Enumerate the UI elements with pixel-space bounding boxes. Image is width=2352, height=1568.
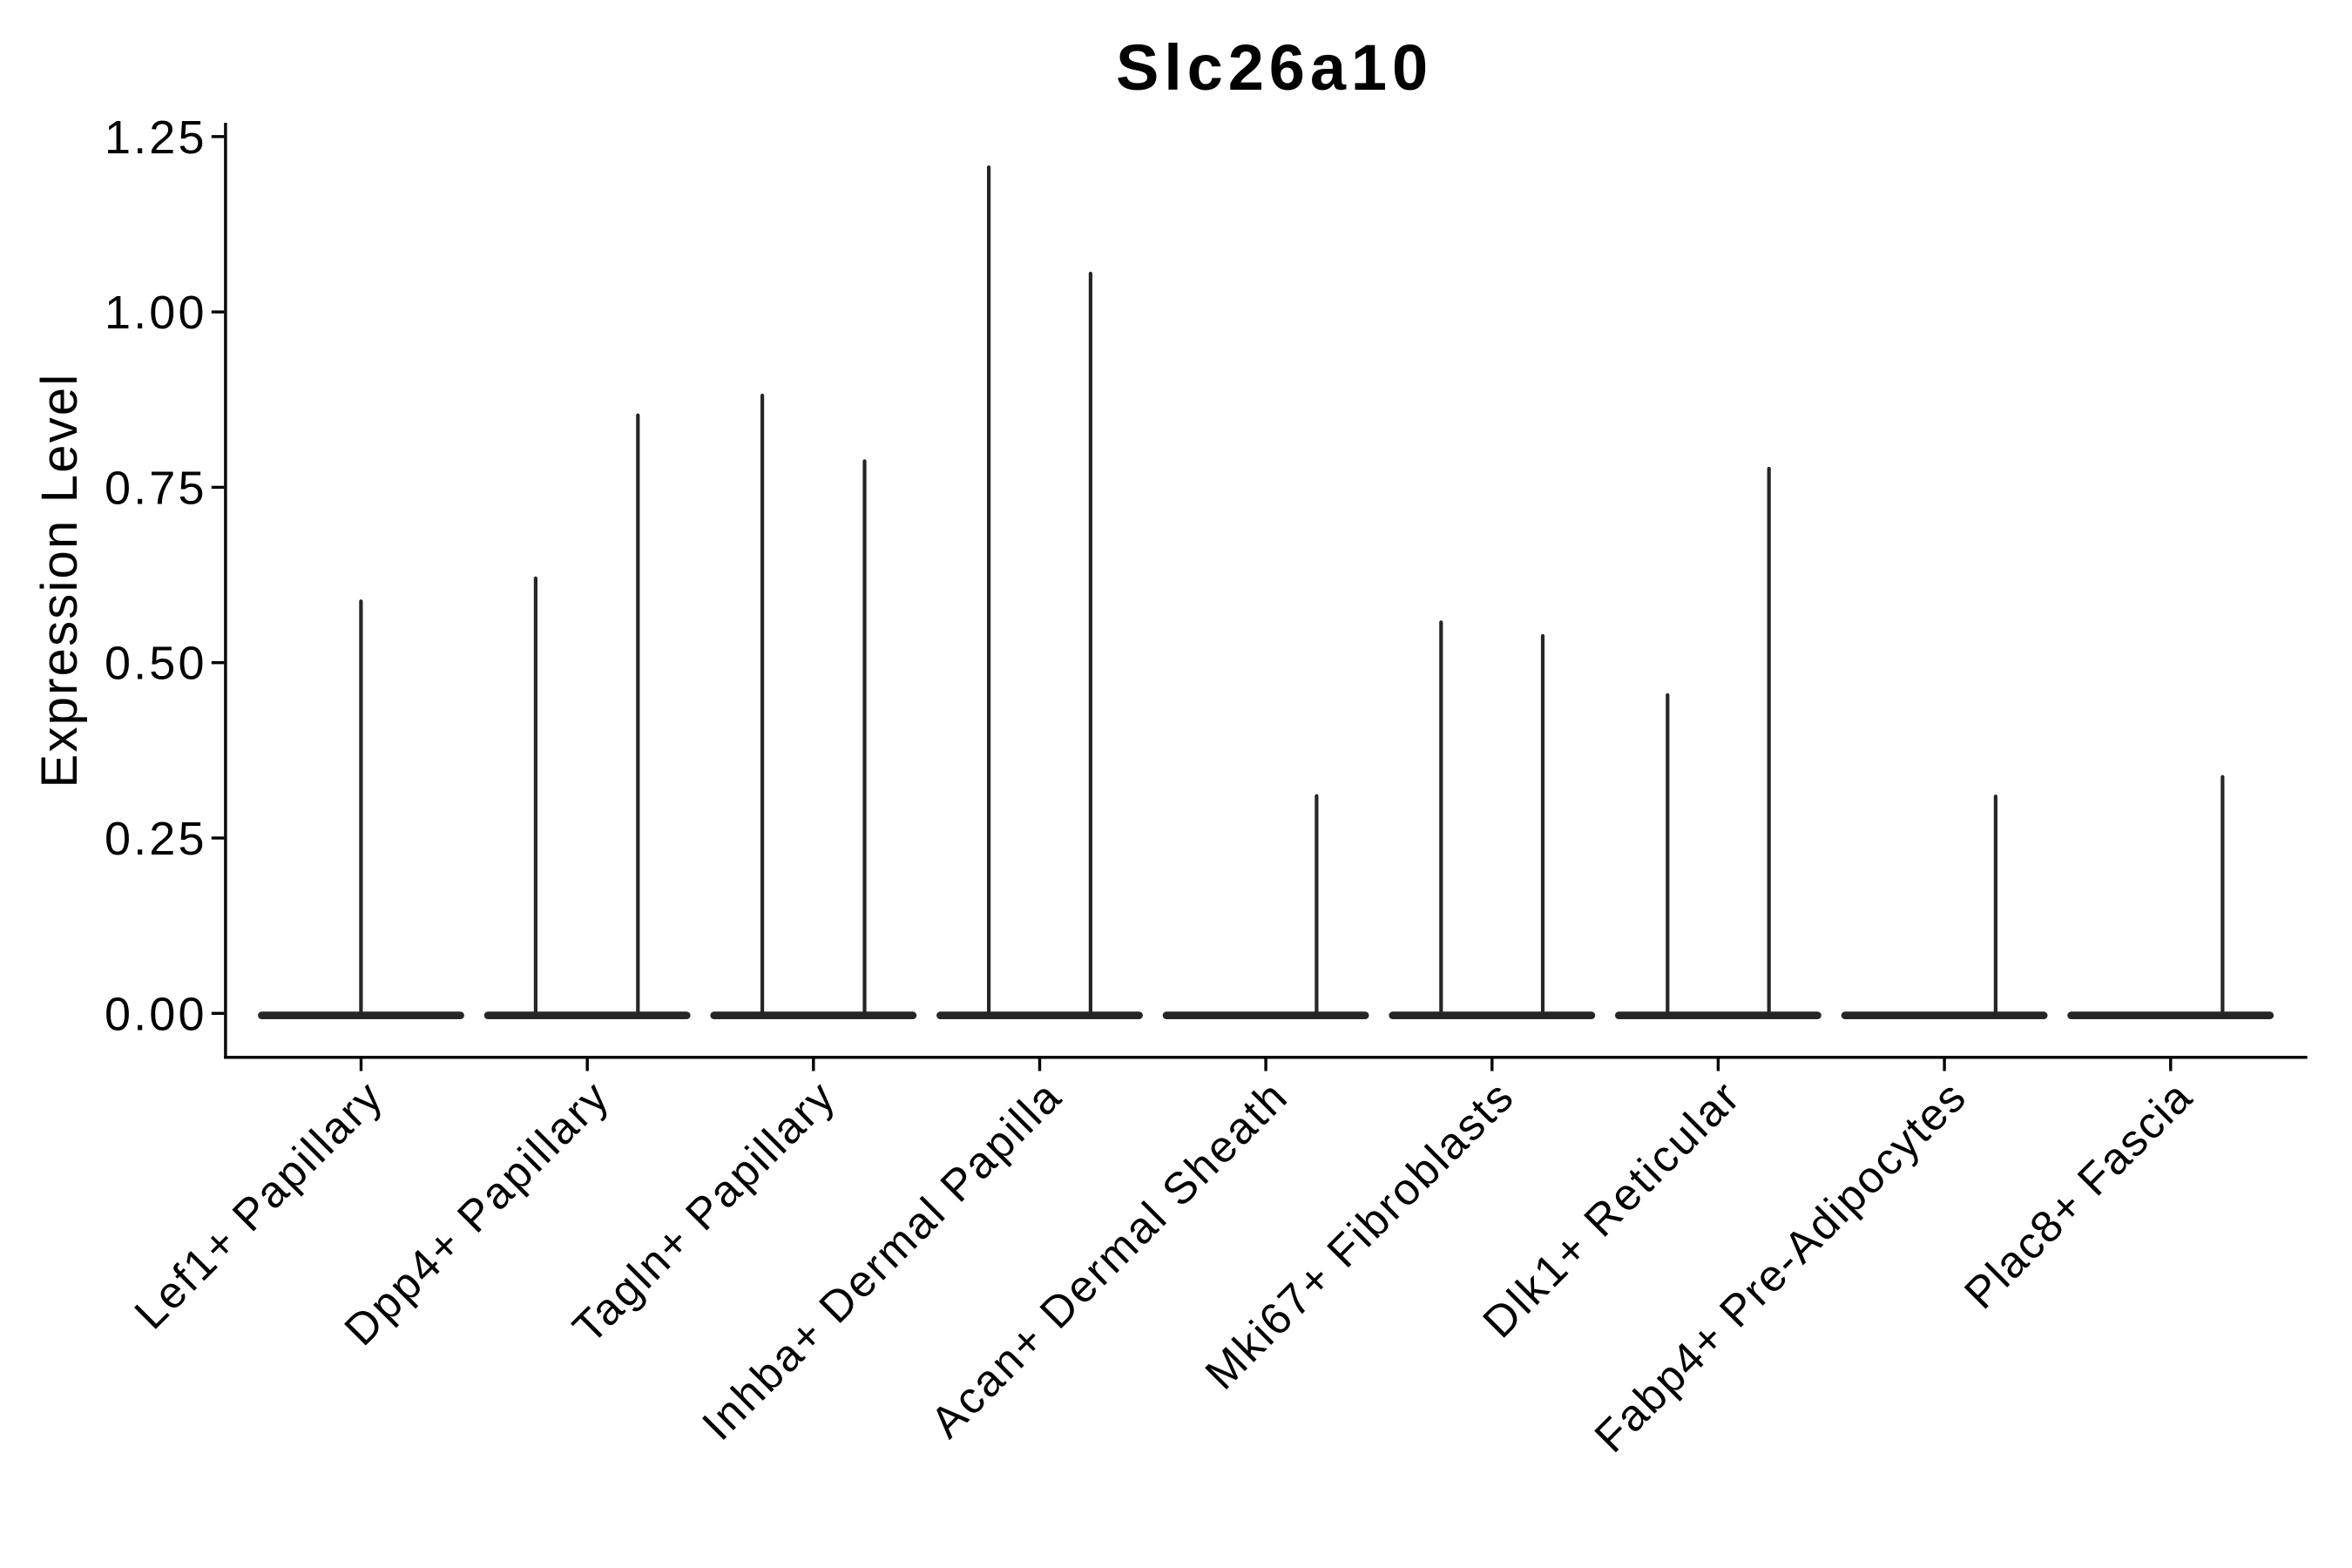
svg-text:0.25: 0.25 [105,813,205,865]
svg-text:Fabp4+ Pre-Adipocytes: Fabp4+ Pre-Adipocytes [1585,1072,1974,1462]
svg-text:Expression Level: Expression Level [31,373,88,788]
svg-text:Inhba+ Dermal Papilla: Inhba+ Dermal Papilla [693,1071,1071,1450]
svg-text:0.75: 0.75 [105,462,205,514]
svg-text:1.25: 1.25 [105,112,205,164]
svg-text:Lef1+ Papillary: Lef1+ Papillary [125,1071,391,1338]
svg-text:1.00: 1.00 [105,287,205,339]
svg-text:Plac8+ Fascia: Plac8+ Fascia [1955,1071,2201,1318]
svg-text:Slc26a10: Slc26a10 [1116,31,1433,104]
svg-text:0.00: 0.00 [105,988,205,1040]
svg-text:Acan+ Dermal Sheath: Acan+ Dermal Sheath [921,1072,1295,1447]
svg-text:0.50: 0.50 [105,638,205,690]
